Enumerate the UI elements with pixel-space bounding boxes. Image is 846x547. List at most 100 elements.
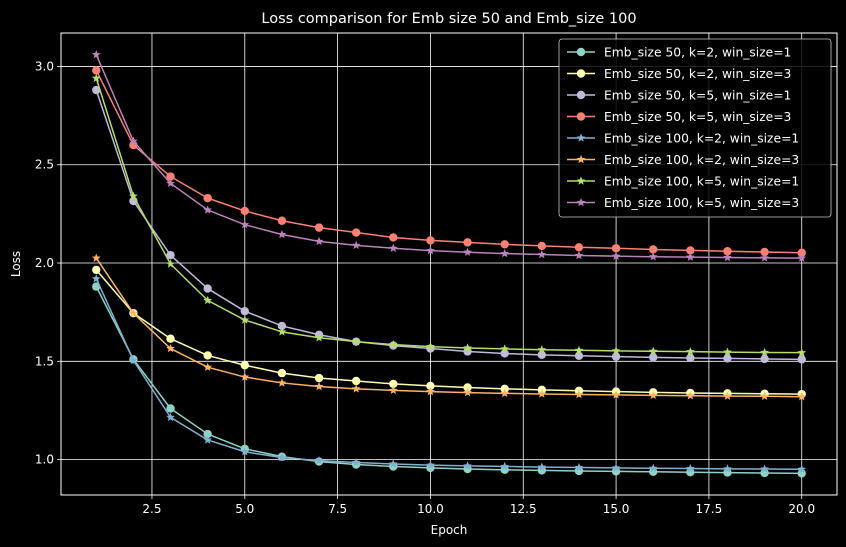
data-point bbox=[91, 274, 101, 283]
legend-entry-label: Emb_size 100, k=5, win_size=3 bbox=[604, 196, 799, 210]
data-point bbox=[500, 240, 509, 249]
data-point bbox=[314, 456, 324, 465]
x-tick-label: 20.0 bbox=[788, 502, 815, 516]
chart-title: Loss comparison for Emb size 50 and Emb_… bbox=[261, 11, 636, 27]
data-point bbox=[797, 253, 807, 262]
data-point bbox=[685, 252, 695, 261]
legend-marker bbox=[576, 69, 586, 78]
data-point bbox=[574, 462, 584, 472]
series-line bbox=[95, 70, 802, 254]
data-point bbox=[463, 464, 472, 474]
data-point bbox=[537, 241, 547, 251]
data-point bbox=[166, 343, 175, 353]
data-point bbox=[500, 388, 510, 398]
data-point bbox=[760, 253, 769, 262]
data-point bbox=[649, 353, 658, 362]
data-point bbox=[723, 354, 732, 363]
data-point bbox=[166, 259, 175, 268]
data-point bbox=[314, 333, 324, 342]
x-tick-label: 7.5 bbox=[328, 502, 347, 516]
data-point bbox=[166, 334, 175, 343]
data-point bbox=[426, 236, 435, 245]
data-point bbox=[537, 462, 547, 471]
data-point bbox=[351, 384, 361, 393]
legend-marker bbox=[576, 197, 586, 207]
data-point bbox=[240, 306, 249, 316]
data-point bbox=[203, 362, 213, 371]
data-point bbox=[314, 373, 324, 383]
data-point bbox=[203, 295, 213, 305]
data-point bbox=[166, 178, 175, 188]
y-tick-label: 2.5 bbox=[35, 158, 54, 172]
data-point bbox=[797, 392, 807, 401]
data-point bbox=[463, 387, 472, 397]
data-point bbox=[685, 391, 695, 400]
data-point bbox=[463, 343, 472, 352]
data-point bbox=[463, 247, 472, 256]
x-tick-label: 15.0 bbox=[603, 502, 630, 516]
data-point bbox=[686, 353, 695, 363]
plot-frame bbox=[60, 32, 838, 496]
data-point bbox=[723, 252, 732, 262]
data-point bbox=[797, 248, 806, 257]
x-axis-label: Epoch bbox=[431, 523, 468, 537]
data-point bbox=[611, 346, 621, 355]
data-point bbox=[500, 465, 509, 475]
data-point bbox=[574, 243, 584, 252]
data-point bbox=[685, 463, 695, 473]
data-point bbox=[648, 252, 658, 261]
series-line bbox=[95, 89, 802, 361]
data-point bbox=[166, 250, 175, 260]
data-point bbox=[760, 247, 769, 257]
series-line bbox=[95, 269, 802, 395]
data-point bbox=[203, 284, 212, 293]
data-point bbox=[203, 435, 213, 444]
data-point bbox=[277, 216, 287, 225]
data-point bbox=[426, 386, 435, 396]
y-tick-label: 1.5 bbox=[35, 354, 54, 368]
data-point bbox=[723, 391, 732, 400]
data-point bbox=[797, 355, 806, 364]
legend-marker bbox=[576, 154, 586, 164]
data-point bbox=[723, 464, 732, 473]
data-point bbox=[351, 240, 361, 250]
data-point bbox=[388, 459, 398, 468]
data-point bbox=[426, 246, 435, 255]
data-point bbox=[314, 381, 324, 391]
data-point bbox=[500, 248, 510, 258]
y-axis-label: Loss bbox=[9, 251, 23, 277]
data-point bbox=[240, 361, 249, 370]
y-tick-label: 3.0 bbox=[35, 59, 54, 73]
data-point bbox=[685, 347, 695, 356]
x-tick-label: 10.0 bbox=[417, 502, 444, 516]
data-point bbox=[648, 346, 658, 356]
data-point bbox=[91, 73, 101, 82]
data-point bbox=[277, 368, 287, 378]
data-point bbox=[240, 220, 250, 229]
data-point bbox=[574, 250, 584, 260]
legend-entry-label: Emb_size 100, k=5, win_size=1 bbox=[604, 174, 799, 188]
data-point bbox=[240, 206, 249, 216]
data-point bbox=[426, 460, 435, 469]
data-point bbox=[426, 381, 435, 391]
data-point bbox=[389, 379, 398, 389]
legend-entry-label: Emb_size 50, k=2, win_size=1 bbox=[604, 45, 791, 59]
legend-marker bbox=[576, 47, 586, 57]
data-point bbox=[574, 351, 584, 361]
data-point bbox=[351, 457, 361, 467]
data-point bbox=[389, 233, 398, 242]
data-point bbox=[426, 341, 435, 351]
legend-entry-label: Emb_size 50, k=5, win_size=3 bbox=[604, 110, 791, 124]
data-point bbox=[760, 391, 769, 401]
data-point bbox=[686, 246, 695, 255]
legend-marker bbox=[576, 176, 586, 185]
data-point bbox=[129, 355, 138, 365]
data-point bbox=[240, 372, 250, 381]
data-point bbox=[277, 229, 287, 239]
data-point bbox=[537, 249, 547, 259]
data-point bbox=[537, 350, 547, 360]
series-5 bbox=[91, 274, 807, 473]
data-point bbox=[314, 236, 324, 246]
legend-marker bbox=[576, 133, 586, 142]
